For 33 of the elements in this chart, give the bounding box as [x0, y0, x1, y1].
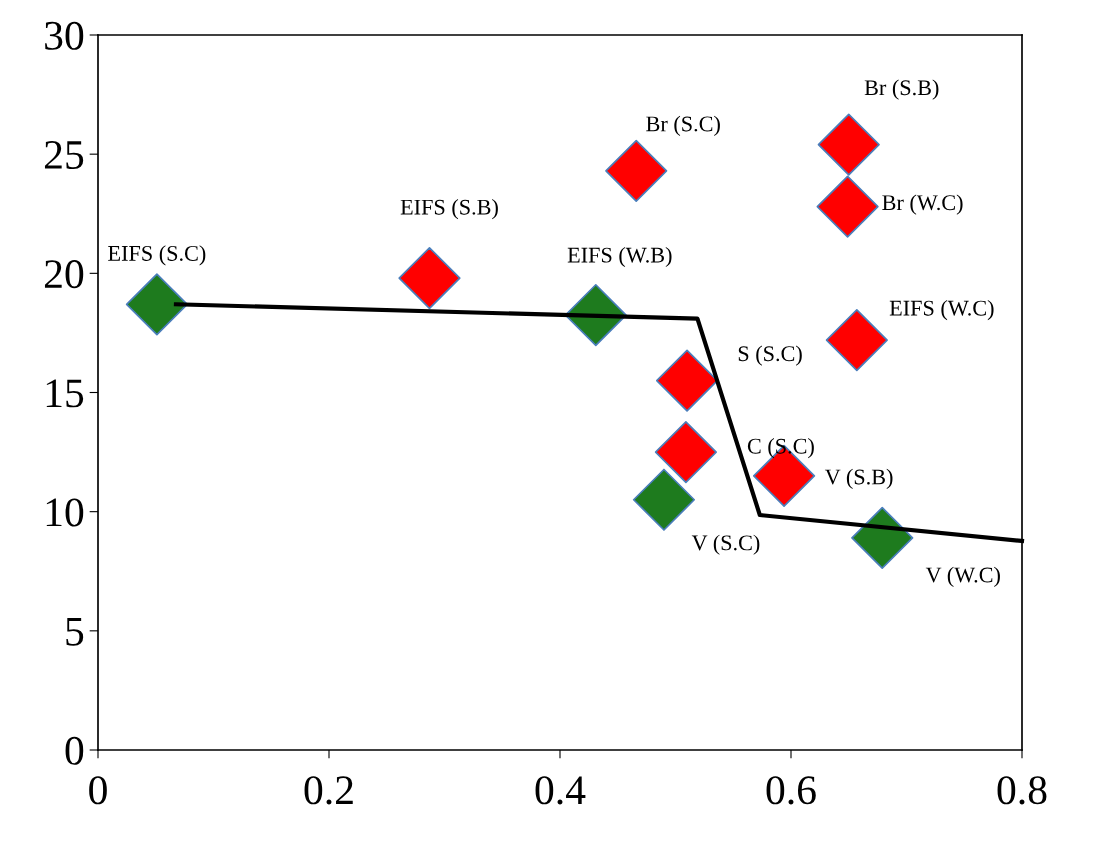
x-tick-label: 0.4 — [535, 776, 586, 805]
annotation: EIFS (S.B) — [400, 199, 498, 220]
point — [817, 113, 880, 176]
annotation: Br (W.C) — [882, 194, 963, 215]
annotation: Br (S.B) — [864, 79, 939, 100]
y-tick-label: 30 — [45, 21, 84, 50]
point — [125, 273, 189, 336]
annotation: V (S.C) — [691, 534, 760, 555]
annotation: EIFS (W.B) — [567, 246, 672, 268]
annotation: EIFS (W.C) — [889, 299, 994, 321]
y-tick-label: 20 — [44, 260, 84, 289]
point — [632, 468, 696, 531]
y-tick-label: 10 — [46, 498, 84, 527]
annotation: EIFS (S.C) — [108, 245, 206, 266]
y-tick-label: 0 — [65, 736, 84, 765]
annotation: S (S.C) — [738, 345, 802, 366]
point — [851, 506, 914, 569]
point — [655, 349, 719, 412]
x-tick-label: 0 — [89, 776, 107, 805]
y-tick-label: 25 — [44, 141, 84, 170]
x-tick-label: 0.6 — [766, 776, 816, 805]
annotation: Br (S.C) — [646, 115, 720, 136]
y-tick-label: 5 — [66, 618, 84, 646]
annotation: V (W.C) — [925, 566, 1000, 587]
point — [605, 139, 668, 202]
y-tick-label: 15 — [46, 379, 84, 408]
point — [654, 420, 717, 484]
x-tick-label: 0.8 — [997, 776, 1047, 805]
point — [398, 246, 461, 310]
point — [825, 308, 888, 372]
annotation: V (S.B) — [824, 468, 893, 489]
point — [816, 175, 879, 238]
x-tick-label: 0.2 — [304, 776, 353, 805]
